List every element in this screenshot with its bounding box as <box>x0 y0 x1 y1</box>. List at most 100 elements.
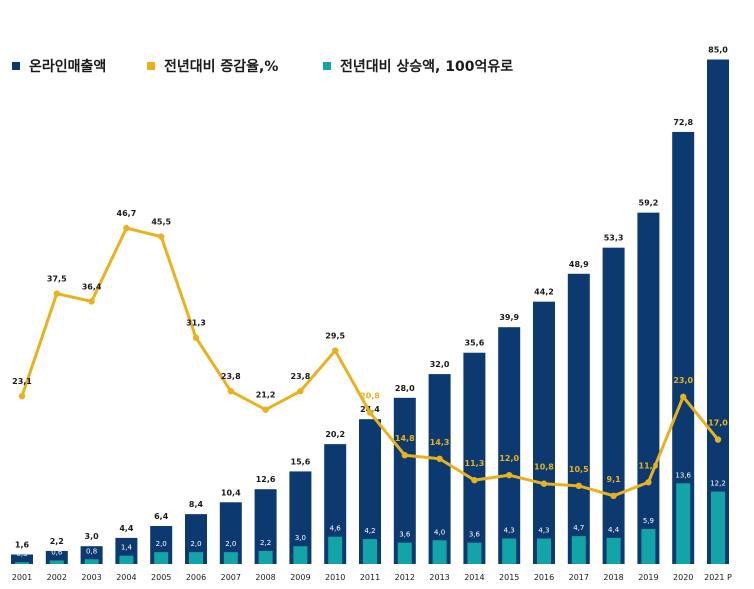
online-sales-bar <box>707 59 729 565</box>
x-tick-label: 2008 <box>255 573 275 582</box>
growth-rate-point <box>227 387 234 395</box>
increase-amount-bar <box>293 546 308 564</box>
online-sales-label: 53,3 <box>604 234 624 243</box>
x-tick-label: 2016 <box>534 573 554 582</box>
legend-swatch-yellow <box>147 62 155 70</box>
increase-amount-bar <box>571 536 586 564</box>
x-tick-label: 2014 <box>464 573 484 582</box>
legend: 온라인매출액 전년대비 증감율,% 전년대비 상승액, 100억유로 <box>0 56 754 76</box>
growth-rate-point <box>471 476 478 484</box>
increase-amount-bar <box>641 528 656 564</box>
increase-amount-label: 4,6 <box>330 525 342 533</box>
increase-amount-label: 4,2 <box>364 527 375 535</box>
online-sales-bar <box>637 212 660 564</box>
increase-amount-label: 2,0 <box>225 540 236 548</box>
growth-rate-label: 37,5 <box>47 275 67 284</box>
increase-amount-label: 0,8 <box>86 547 97 555</box>
growth-rate-label: 20,8 <box>360 392 380 401</box>
online-sales-label: 2,2 <box>50 537 64 546</box>
online-sales-bar <box>428 374 451 564</box>
increase-amount-bar <box>711 491 725 564</box>
x-tick-label: 2021 P <box>704 573 732 582</box>
x-tick-label: 2011 <box>360 573 380 582</box>
online-sales-label: 59,2 <box>639 199 659 208</box>
online-sales-bar <box>11 554 33 564</box>
increase-amount-bar <box>467 542 482 564</box>
growth-rate-point <box>158 233 165 240</box>
increase-amount-label: 4,0 <box>434 528 445 536</box>
x-tick-label: 2020 <box>673 573 693 582</box>
online-sales-label: 10,4 <box>221 488 241 497</box>
online-sales-label: 12,6 <box>256 475 276 484</box>
increase-amount-label: 3,0 <box>295 534 306 542</box>
legend-label: 온라인매출액 <box>29 59 107 75</box>
x-tick-label: 2005 <box>151 573 171 582</box>
growth-rate-point <box>262 406 269 413</box>
growth-rate-label: 23,8 <box>221 372 241 381</box>
increase-amount-label: 4,4 <box>608 526 620 534</box>
online-sales-bar <box>533 301 555 564</box>
increase-amount-label: 2,2 <box>260 539 271 547</box>
growth-rate-point <box>123 224 130 232</box>
growth-rate-point <box>53 290 60 297</box>
growth-rate-point <box>714 436 722 443</box>
increase-amount-bar <box>397 542 412 564</box>
online-sales-label: 6,4 <box>154 512 169 521</box>
increase-amount-bar <box>328 536 343 564</box>
online-sales-bar <box>672 131 695 564</box>
increase-amount-label: 1,4 <box>121 544 133 552</box>
growth-rate-label: 10,5 <box>569 465 589 474</box>
growth-rate-label: 31,3 <box>186 319 206 328</box>
online-sales-bar <box>185 514 207 564</box>
increase-amount-bar <box>502 538 517 564</box>
online-sales-label: 72,8 <box>673 118 693 127</box>
growth-rate-point <box>88 298 95 305</box>
online-sales-bar <box>602 247 625 565</box>
online-sales-label: 39,9 <box>499 313 519 322</box>
growth-rate-label: 23,0 <box>673 376 693 385</box>
increase-amount-label: 0,6 <box>51 548 63 556</box>
increase-amount-bar <box>363 539 377 564</box>
x-tick-label: 2004 <box>116 573 136 582</box>
growth-rate-label: 10,8 <box>534 463 554 472</box>
x-tick-label: 2009 <box>290 573 310 582</box>
increase-amount-label: 0,3 <box>16 550 27 558</box>
increase-amount-bar <box>676 483 691 564</box>
increase-amount-bar <box>537 538 551 564</box>
growth-rate-label: 21,2 <box>256 391 276 400</box>
growth-rate-point <box>332 347 339 354</box>
growth-rate-point <box>575 482 582 490</box>
growth-rate-label: 46,7 <box>117 209 137 218</box>
growth-rate-point <box>366 409 374 416</box>
growth-rate-point <box>540 480 548 487</box>
increase-amount-bar <box>606 537 621 564</box>
increase-amount-label: 4,7 <box>573 524 584 532</box>
growth-rate-point <box>610 492 617 500</box>
online-sales-bar <box>359 419 381 564</box>
x-tick-label: 2013 <box>429 573 449 582</box>
legend-item-online-sales: 온라인매출액 <box>12 56 106 76</box>
increase-amount-label: 4,3 <box>538 526 549 534</box>
increase-amount-label: 2,0 <box>156 540 167 548</box>
growth-rate-label: 11,3 <box>465 459 485 468</box>
growth-rate-point <box>506 471 513 479</box>
increase-amount-bar <box>258 550 273 564</box>
legend-item-growth-rate: 전년대비 증감율,% <box>147 56 278 76</box>
online-sales-label: 8,4 <box>189 500 204 509</box>
growth-rate-point <box>297 387 304 395</box>
online-sales-bar <box>324 444 347 564</box>
online-sales-label: 15,6 <box>291 457 311 466</box>
increase-amount-label: 3,6 <box>469 531 481 539</box>
growth-rate-point <box>680 393 687 401</box>
online-sales-bar <box>393 397 416 564</box>
x-tick-label: 2007 <box>221 573 241 582</box>
x-tick-label: 2002 <box>47 573 67 582</box>
online-sales-bar <box>219 502 242 564</box>
x-tick-label: 2010 <box>325 573 345 582</box>
growth-rate-label: 23,8 <box>291 372 311 381</box>
increase-amount-bar <box>15 562 29 564</box>
growth-rate-point <box>645 479 652 486</box>
increase-amount-bar <box>432 540 447 564</box>
increase-amount-label: 5,9 <box>643 517 654 525</box>
